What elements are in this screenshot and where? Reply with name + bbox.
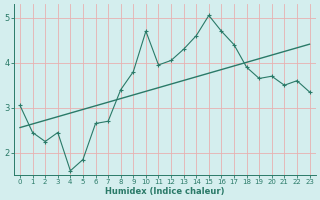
X-axis label: Humidex (Indice chaleur): Humidex (Indice chaleur) [105,187,225,196]
